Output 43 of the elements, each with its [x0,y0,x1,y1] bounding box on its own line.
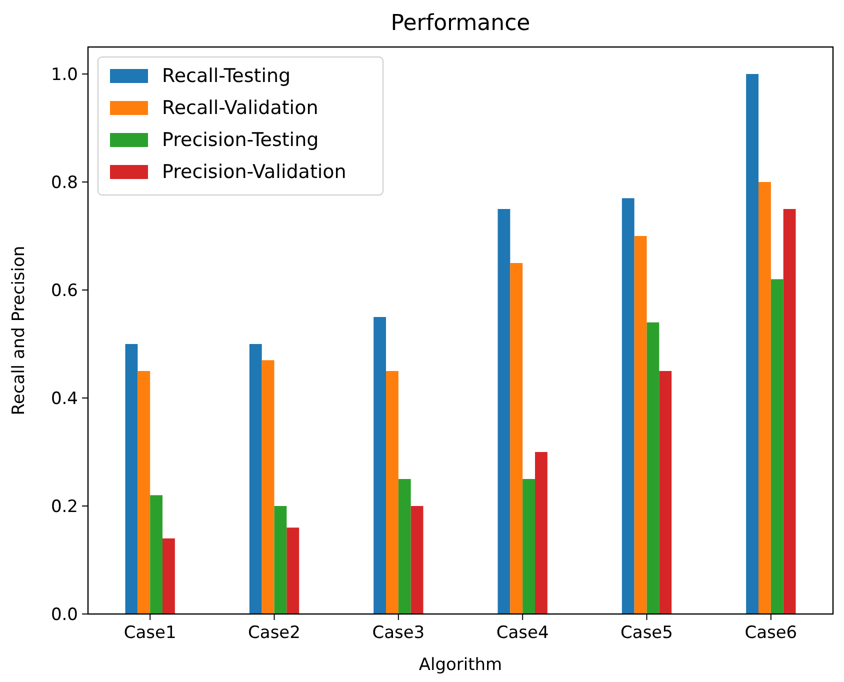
x-axis-title: Algorithm [418,655,502,675]
bar [646,322,660,614]
bar [783,209,796,614]
bar [374,317,386,614]
bar [659,371,672,614]
bar [274,506,287,614]
y-tick-label: 1.0 [50,64,78,85]
bar [498,209,510,614]
y-tick-label: 0.6 [50,280,78,301]
bar [138,371,150,614]
x-tick-label: Case5 [620,623,673,643]
bar [535,452,548,614]
x-tick-label: Case6 [744,623,798,643]
bar [522,479,535,614]
bar [150,495,162,614]
bar [510,263,523,614]
bar [386,371,398,614]
bar [249,344,262,614]
chart-title: Performance [390,11,530,36]
y-axis-title: Recall and Precision [9,246,29,416]
y-tick-label: 0.4 [50,388,78,409]
y-tick-label: 0.0 [50,604,78,625]
bar [622,198,634,614]
bar [286,528,300,614]
x-tick-label: Case3 [372,623,425,643]
x-tick-label: Case1 [124,623,176,643]
legend-label: Precision-Testing [162,129,319,151]
legend-label: Precision-Validation [162,161,346,183]
bar [262,360,274,614]
bar [410,506,424,614]
bar [162,538,175,614]
bar [398,479,411,614]
bar [125,344,138,614]
x-tick-label: Case2 [248,623,300,643]
bar [634,236,647,614]
bar [770,279,784,614]
legend-label: Recall-Testing [162,65,291,87]
x-tick-label: Case4 [496,623,549,643]
bar [758,182,771,614]
bar [746,74,758,614]
legend-label: Recall-Validation [162,97,318,119]
y-tick-label: 0.2 [50,496,78,517]
y-tick-label: 0.8 [50,172,78,193]
